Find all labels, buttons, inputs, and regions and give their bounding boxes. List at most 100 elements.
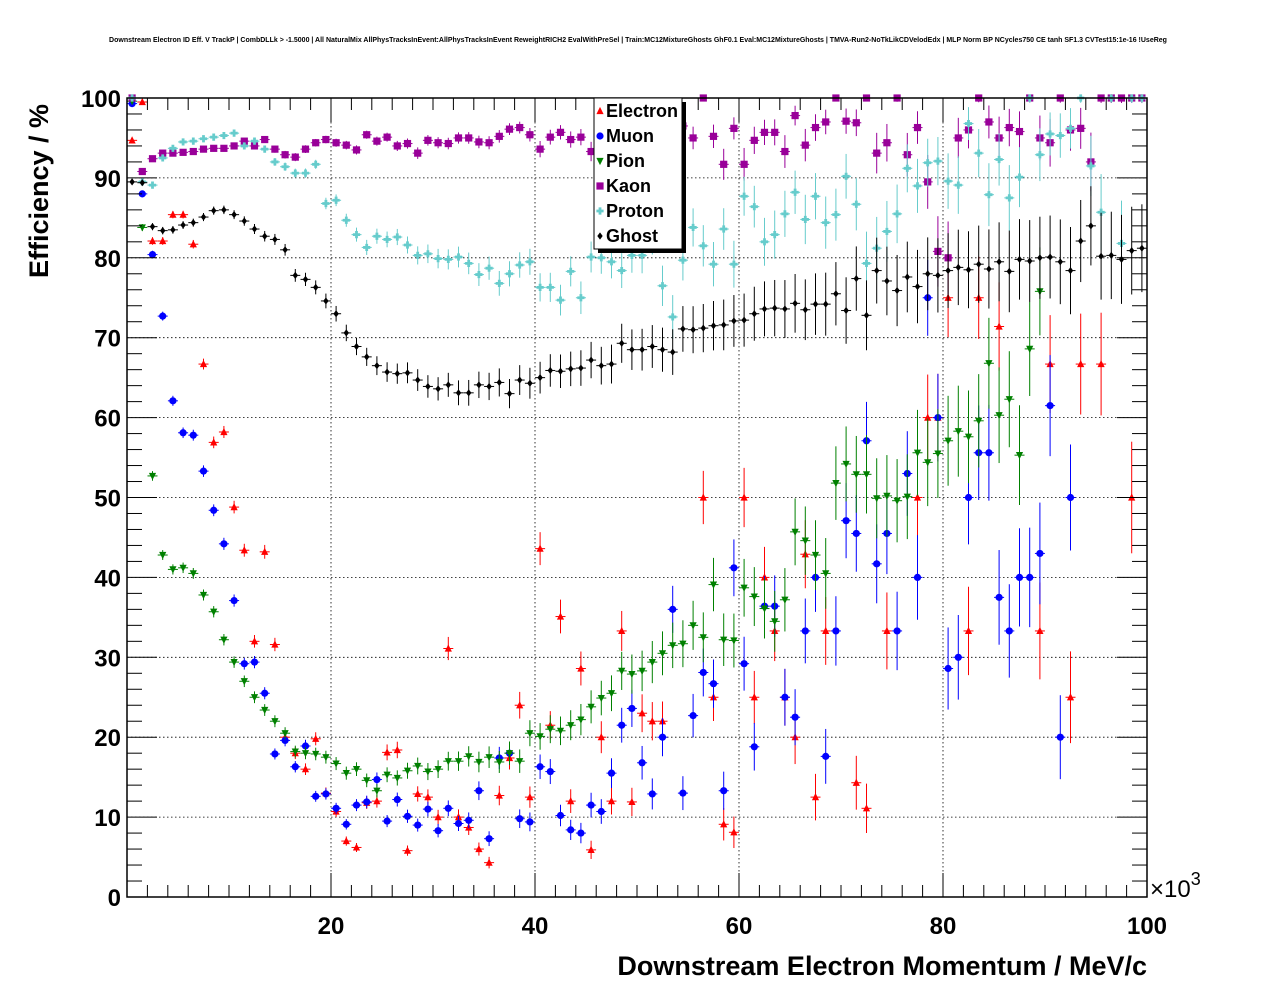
- data-point: [873, 149, 881, 157]
- data-point: [374, 362, 380, 370]
- data-point: [394, 370, 400, 378]
- data-point: [364, 353, 370, 361]
- data-point: [985, 191, 993, 199]
- data-point: [220, 427, 228, 436]
- data-point: [241, 217, 247, 225]
- data-point: [670, 348, 676, 356]
- data-point: [883, 139, 891, 147]
- data-point: [301, 765, 310, 773]
- data-point: [986, 265, 992, 273]
- data-point: [791, 528, 799, 536]
- data-point: [454, 134, 463, 142]
- data-point: [638, 759, 646, 767]
- data-point: [537, 374, 543, 382]
- data-point: [781, 596, 789, 604]
- data-point: [301, 742, 310, 750]
- data-point: [782, 305, 788, 313]
- data-point: [1056, 733, 1064, 741]
- data-point: [465, 259, 473, 267]
- y-axis-label: Efficiency / %: [24, 104, 54, 278]
- x-tick-label: 60: [726, 913, 753, 940]
- y-tick-label: 100: [81, 86, 121, 113]
- data-point: [884, 277, 890, 285]
- data-point: [373, 137, 381, 145]
- data-point: [536, 763, 544, 771]
- data-point: [414, 762, 422, 771]
- data-point: [301, 169, 310, 177]
- data-point: [526, 818, 534, 826]
- legend-entries: Electron Muon Pion Kaon Proton Ghost: [596, 101, 678, 246]
- data-point: [618, 266, 626, 275]
- data-point: [995, 155, 1003, 164]
- data-point: [597, 694, 605, 703]
- data-point: [679, 640, 687, 648]
- data-point: [842, 517, 850, 525]
- data-point: [352, 231, 361, 239]
- data-point: [935, 271, 941, 279]
- data-point: [546, 133, 554, 141]
- data-point: [720, 820, 728, 828]
- x-axis-label: Downstream Electron Momentum / MeV/c: [617, 951, 1147, 981]
- data-point: [893, 497, 901, 505]
- data-point: [148, 472, 157, 481]
- data-point: [556, 612, 565, 620]
- data-point: [292, 271, 298, 279]
- data-point: [811, 123, 820, 132]
- data-point: [199, 145, 208, 153]
- data-point: [965, 266, 972, 274]
- data-point: [801, 627, 809, 635]
- data-point: [842, 117, 850, 125]
- data-point: [323, 297, 329, 305]
- data-point: [1139, 244, 1145, 252]
- data-point: [230, 142, 238, 150]
- data-point: [383, 235, 391, 244]
- data-point: [811, 192, 820, 200]
- data-point: [577, 829, 585, 837]
- data-point: [505, 270, 514, 278]
- data-point: [240, 142, 248, 150]
- data-point: [649, 342, 655, 351]
- data-point: [312, 734, 320, 742]
- data-point: [1087, 162, 1095, 170]
- data-point: [1015, 127, 1024, 136]
- data-point: [414, 789, 422, 798]
- data-point: [883, 227, 891, 236]
- data-point: [342, 216, 350, 224]
- data-point: [894, 286, 900, 295]
- data-point: [250, 137, 259, 145]
- y-tick-label: 20: [94, 725, 121, 752]
- data-point: [619, 339, 625, 347]
- data-point: [934, 157, 942, 165]
- data-point: [495, 758, 503, 767]
- data-point: [505, 750, 514, 758]
- data-point: [230, 129, 238, 137]
- data-point: [597, 254, 605, 262]
- data-point: [822, 752, 830, 760]
- data-point: [1067, 266, 1074, 275]
- series-muon: [127, 99, 1076, 847]
- data-point: [618, 721, 626, 729]
- data-point: [628, 251, 636, 260]
- data-point: [190, 219, 196, 227]
- legend-marker-muon: [596, 132, 604, 140]
- data-point: [313, 283, 319, 291]
- data-point: [913, 449, 922, 457]
- data-point: [291, 153, 299, 161]
- data-point: [444, 644, 452, 652]
- data-point: [1077, 124, 1085, 132]
- data-point: [658, 733, 667, 741]
- data-point: [720, 225, 728, 233]
- data-point: [903, 164, 911, 172]
- legend-label-pion: Pion: [606, 151, 645, 171]
- data-point: [874, 266, 880, 275]
- data-point: [383, 771, 391, 779]
- data-point: [556, 727, 565, 735]
- data-point: [771, 231, 779, 239]
- data-point: [221, 206, 227, 214]
- data-point: [985, 449, 993, 457]
- data-point: [250, 694, 259, 702]
- data-point: [138, 190, 146, 198]
- data-point: [272, 235, 278, 244]
- data-point: [1036, 626, 1044, 635]
- data-point: [639, 346, 645, 354]
